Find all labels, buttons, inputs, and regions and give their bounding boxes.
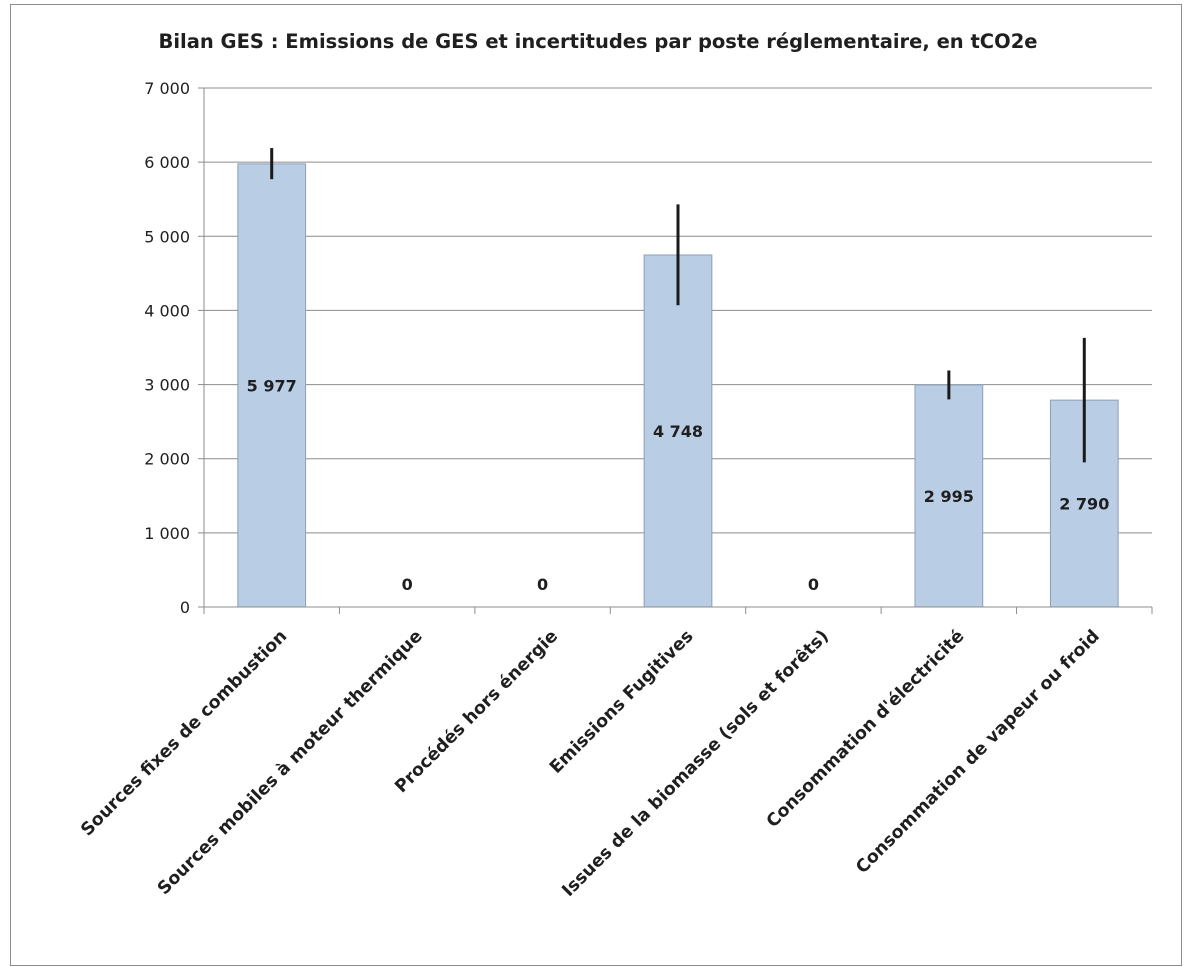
bars <box>237 163 1119 608</box>
chart-title: Bilan GES : Emissions de GES et incertit… <box>159 30 1038 53</box>
data-label: 2 995 <box>924 487 974 506</box>
y-tick-label: 3 000 <box>144 376 190 395</box>
error-bars <box>270 148 1086 463</box>
y-tick-label: 7 000 <box>144 79 190 98</box>
data-label: 5 977 <box>247 376 297 395</box>
data-label: 0 <box>402 575 413 594</box>
y-tick-label: 2 000 <box>144 450 190 469</box>
x-tick-label: Consommation de vapeur ou froid <box>852 626 1103 877</box>
x-tick-label: Sources fixes de combustion <box>77 626 291 840</box>
chart-frame <box>10 4 1182 966</box>
y-tick-label: 6 000 <box>144 153 190 172</box>
y-tick-label: 4 000 <box>144 301 190 320</box>
y-tick-label: 0 <box>180 598 190 617</box>
data-label: 2 790 <box>1059 495 1109 514</box>
data-label: 0 <box>808 575 819 594</box>
x-tick-label: Sources mobiles à moteur thermique <box>154 626 427 899</box>
y-tick-label: 1 000 <box>144 524 190 543</box>
x-tick-label: Emissions Fugitives <box>546 626 697 777</box>
y-tick-label: 5 000 <box>144 227 190 246</box>
y-axis: 0 1 000 2 000 3 000 4 000 5 000 6 000 7 000 <box>144 79 205 617</box>
x-tick-label: Issues de la biomasse (sols et forêts) <box>558 626 832 900</box>
data-label: 0 <box>537 575 548 594</box>
data-labels: 5 977 0 0 4 748 0 2 995 2 790 <box>247 376 1110 594</box>
bar <box>914 384 984 608</box>
x-tick-label: Procédés hors énergie <box>391 626 562 797</box>
data-label: 4 748 <box>653 422 703 441</box>
